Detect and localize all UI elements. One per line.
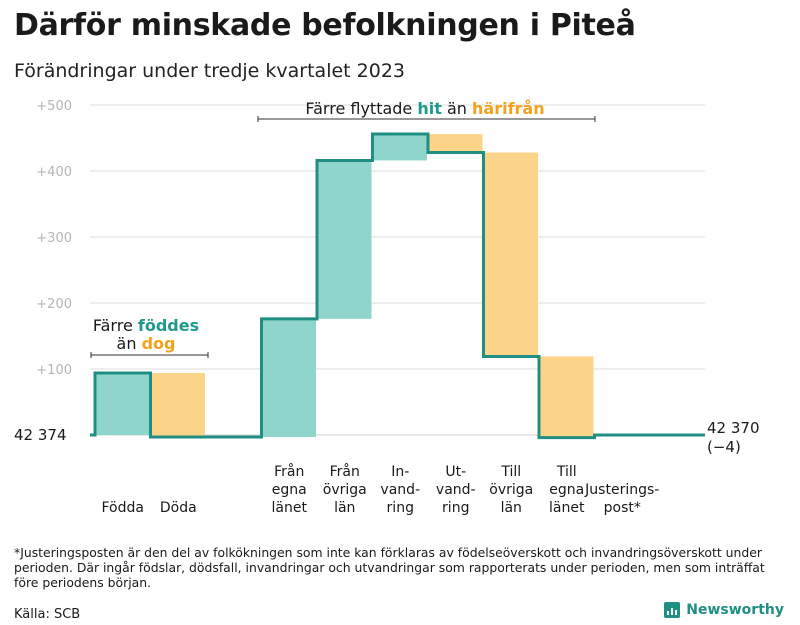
x-category-label: Döda bbox=[160, 500, 197, 516]
chart-subtitle: Förändringar under tredje kvartalet 2023 bbox=[14, 60, 406, 82]
x-category-label: Till övriga län bbox=[489, 464, 533, 516]
waterfall-bar bbox=[372, 134, 427, 161]
chart-title: Därför minskade befolkningen i Piteå bbox=[14, 8, 636, 43]
y-tick-label: +500 bbox=[36, 99, 72, 114]
waterfall-bar bbox=[539, 356, 594, 438]
x-category-label: Justerings-post* bbox=[584, 482, 659, 516]
y-tick-label: +300 bbox=[36, 231, 72, 246]
brand-name: Newsworthy bbox=[686, 602, 784, 618]
annotation-birth-line1: Färre föddes bbox=[93, 316, 199, 335]
x-category-label: Ut-vand-ring bbox=[436, 464, 476, 516]
annotation-migration-bracket bbox=[257, 116, 596, 122]
waterfall-chart: +100 +200 +300 +400 +500 Födda Döda Från egna län… bbox=[14, 99, 760, 516]
annotation-migration: Färre flyttade hit än härifrån bbox=[305, 99, 544, 118]
y-tick-label: +100 bbox=[36, 363, 72, 378]
waterfall-bar bbox=[428, 134, 483, 153]
newsworthy-icon bbox=[664, 602, 681, 618]
waterfall-bar bbox=[95, 372, 150, 435]
waterfall-bar bbox=[317, 160, 372, 319]
x-category-label: Till egna länet bbox=[549, 464, 585, 516]
waterfall-bar bbox=[261, 318, 316, 437]
x-category-label: Från egna länet bbox=[272, 463, 308, 516]
end-change-label: (−4) bbox=[707, 438, 741, 456]
brand-logo[interactable]: Newsworthy bbox=[664, 602, 784, 618]
annotation-birth-line2: än dog bbox=[117, 334, 176, 353]
footnote: *Justeringsposten är den del av folkökni… bbox=[14, 545, 765, 590]
end-value-label: 42 370 bbox=[707, 419, 760, 437]
cumulative-step-line bbox=[90, 132, 705, 440]
x-category-label: Från övriga län bbox=[323, 463, 367, 516]
waterfall-bar bbox=[150, 372, 205, 437]
annotation-birth-bracket bbox=[90, 352, 209, 358]
y-tick-label: +200 bbox=[36, 297, 72, 312]
waterfall-bar bbox=[483, 152, 538, 357]
source-label: Källa: SCB bbox=[14, 607, 81, 622]
start-value-label: 42 374 bbox=[14, 426, 67, 444]
x-category-label: Födda bbox=[102, 500, 144, 516]
x-category-label: In-vand-ring bbox=[380, 464, 420, 516]
y-tick-label: +400 bbox=[36, 165, 72, 180]
